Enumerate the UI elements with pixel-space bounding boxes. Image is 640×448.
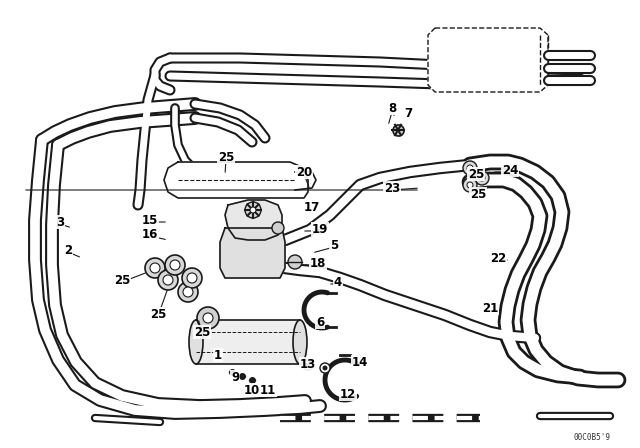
Circle shape xyxy=(467,165,473,171)
Text: 14: 14 xyxy=(352,356,368,369)
Text: 2: 2 xyxy=(64,244,72,257)
Text: 19: 19 xyxy=(312,223,328,236)
Circle shape xyxy=(203,313,213,323)
Circle shape xyxy=(183,287,193,297)
Circle shape xyxy=(320,363,330,373)
Text: 5: 5 xyxy=(330,238,338,251)
Text: 1: 1 xyxy=(214,349,222,362)
Polygon shape xyxy=(325,360,356,400)
Text: 25: 25 xyxy=(150,307,166,320)
Text: 23: 23 xyxy=(384,181,400,194)
Text: 12: 12 xyxy=(340,388,356,401)
Ellipse shape xyxy=(293,320,307,364)
Circle shape xyxy=(178,282,198,302)
Circle shape xyxy=(163,275,173,285)
Text: 18: 18 xyxy=(310,257,326,270)
Bar xyxy=(196,320,300,364)
Circle shape xyxy=(170,260,180,270)
Circle shape xyxy=(323,366,327,370)
Circle shape xyxy=(187,273,197,283)
Circle shape xyxy=(306,363,310,367)
Circle shape xyxy=(250,207,256,213)
Text: 25: 25 xyxy=(218,151,234,164)
Text: 6: 6 xyxy=(316,315,324,328)
Text: 22: 22 xyxy=(490,251,506,264)
Circle shape xyxy=(463,161,477,175)
Text: 7: 7 xyxy=(404,107,412,120)
Circle shape xyxy=(158,270,178,290)
Circle shape xyxy=(165,255,185,275)
Circle shape xyxy=(182,268,202,288)
Circle shape xyxy=(288,255,302,269)
Polygon shape xyxy=(164,162,308,198)
Circle shape xyxy=(145,258,165,278)
Polygon shape xyxy=(220,228,285,278)
Text: 10: 10 xyxy=(244,383,260,396)
Text: 25: 25 xyxy=(470,188,486,201)
Text: 9: 9 xyxy=(231,370,239,383)
Text: 25: 25 xyxy=(468,168,484,181)
Circle shape xyxy=(479,175,485,181)
Text: 00C0B5'9: 00C0B5'9 xyxy=(573,432,611,441)
Text: 24: 24 xyxy=(502,164,518,177)
Circle shape xyxy=(467,182,473,188)
Polygon shape xyxy=(295,172,316,190)
Circle shape xyxy=(197,307,219,329)
Text: 15: 15 xyxy=(142,214,158,227)
Circle shape xyxy=(150,263,160,273)
Text: 20: 20 xyxy=(296,165,312,178)
Ellipse shape xyxy=(189,320,203,364)
Text: 25: 25 xyxy=(194,326,210,339)
Text: 3: 3 xyxy=(56,215,64,228)
Text: 8: 8 xyxy=(388,102,396,115)
Circle shape xyxy=(272,222,284,234)
Polygon shape xyxy=(428,28,548,92)
Text: 25: 25 xyxy=(114,273,130,287)
Text: 11: 11 xyxy=(260,383,276,396)
Circle shape xyxy=(245,202,261,218)
Circle shape xyxy=(475,171,489,185)
Circle shape xyxy=(303,360,313,370)
Text: 17: 17 xyxy=(304,201,320,214)
Circle shape xyxy=(463,178,477,192)
Text: 13: 13 xyxy=(300,358,316,370)
Text: 16: 16 xyxy=(142,228,158,241)
Text: 21: 21 xyxy=(482,302,498,314)
Polygon shape xyxy=(225,200,282,240)
Text: 4: 4 xyxy=(334,276,342,289)
